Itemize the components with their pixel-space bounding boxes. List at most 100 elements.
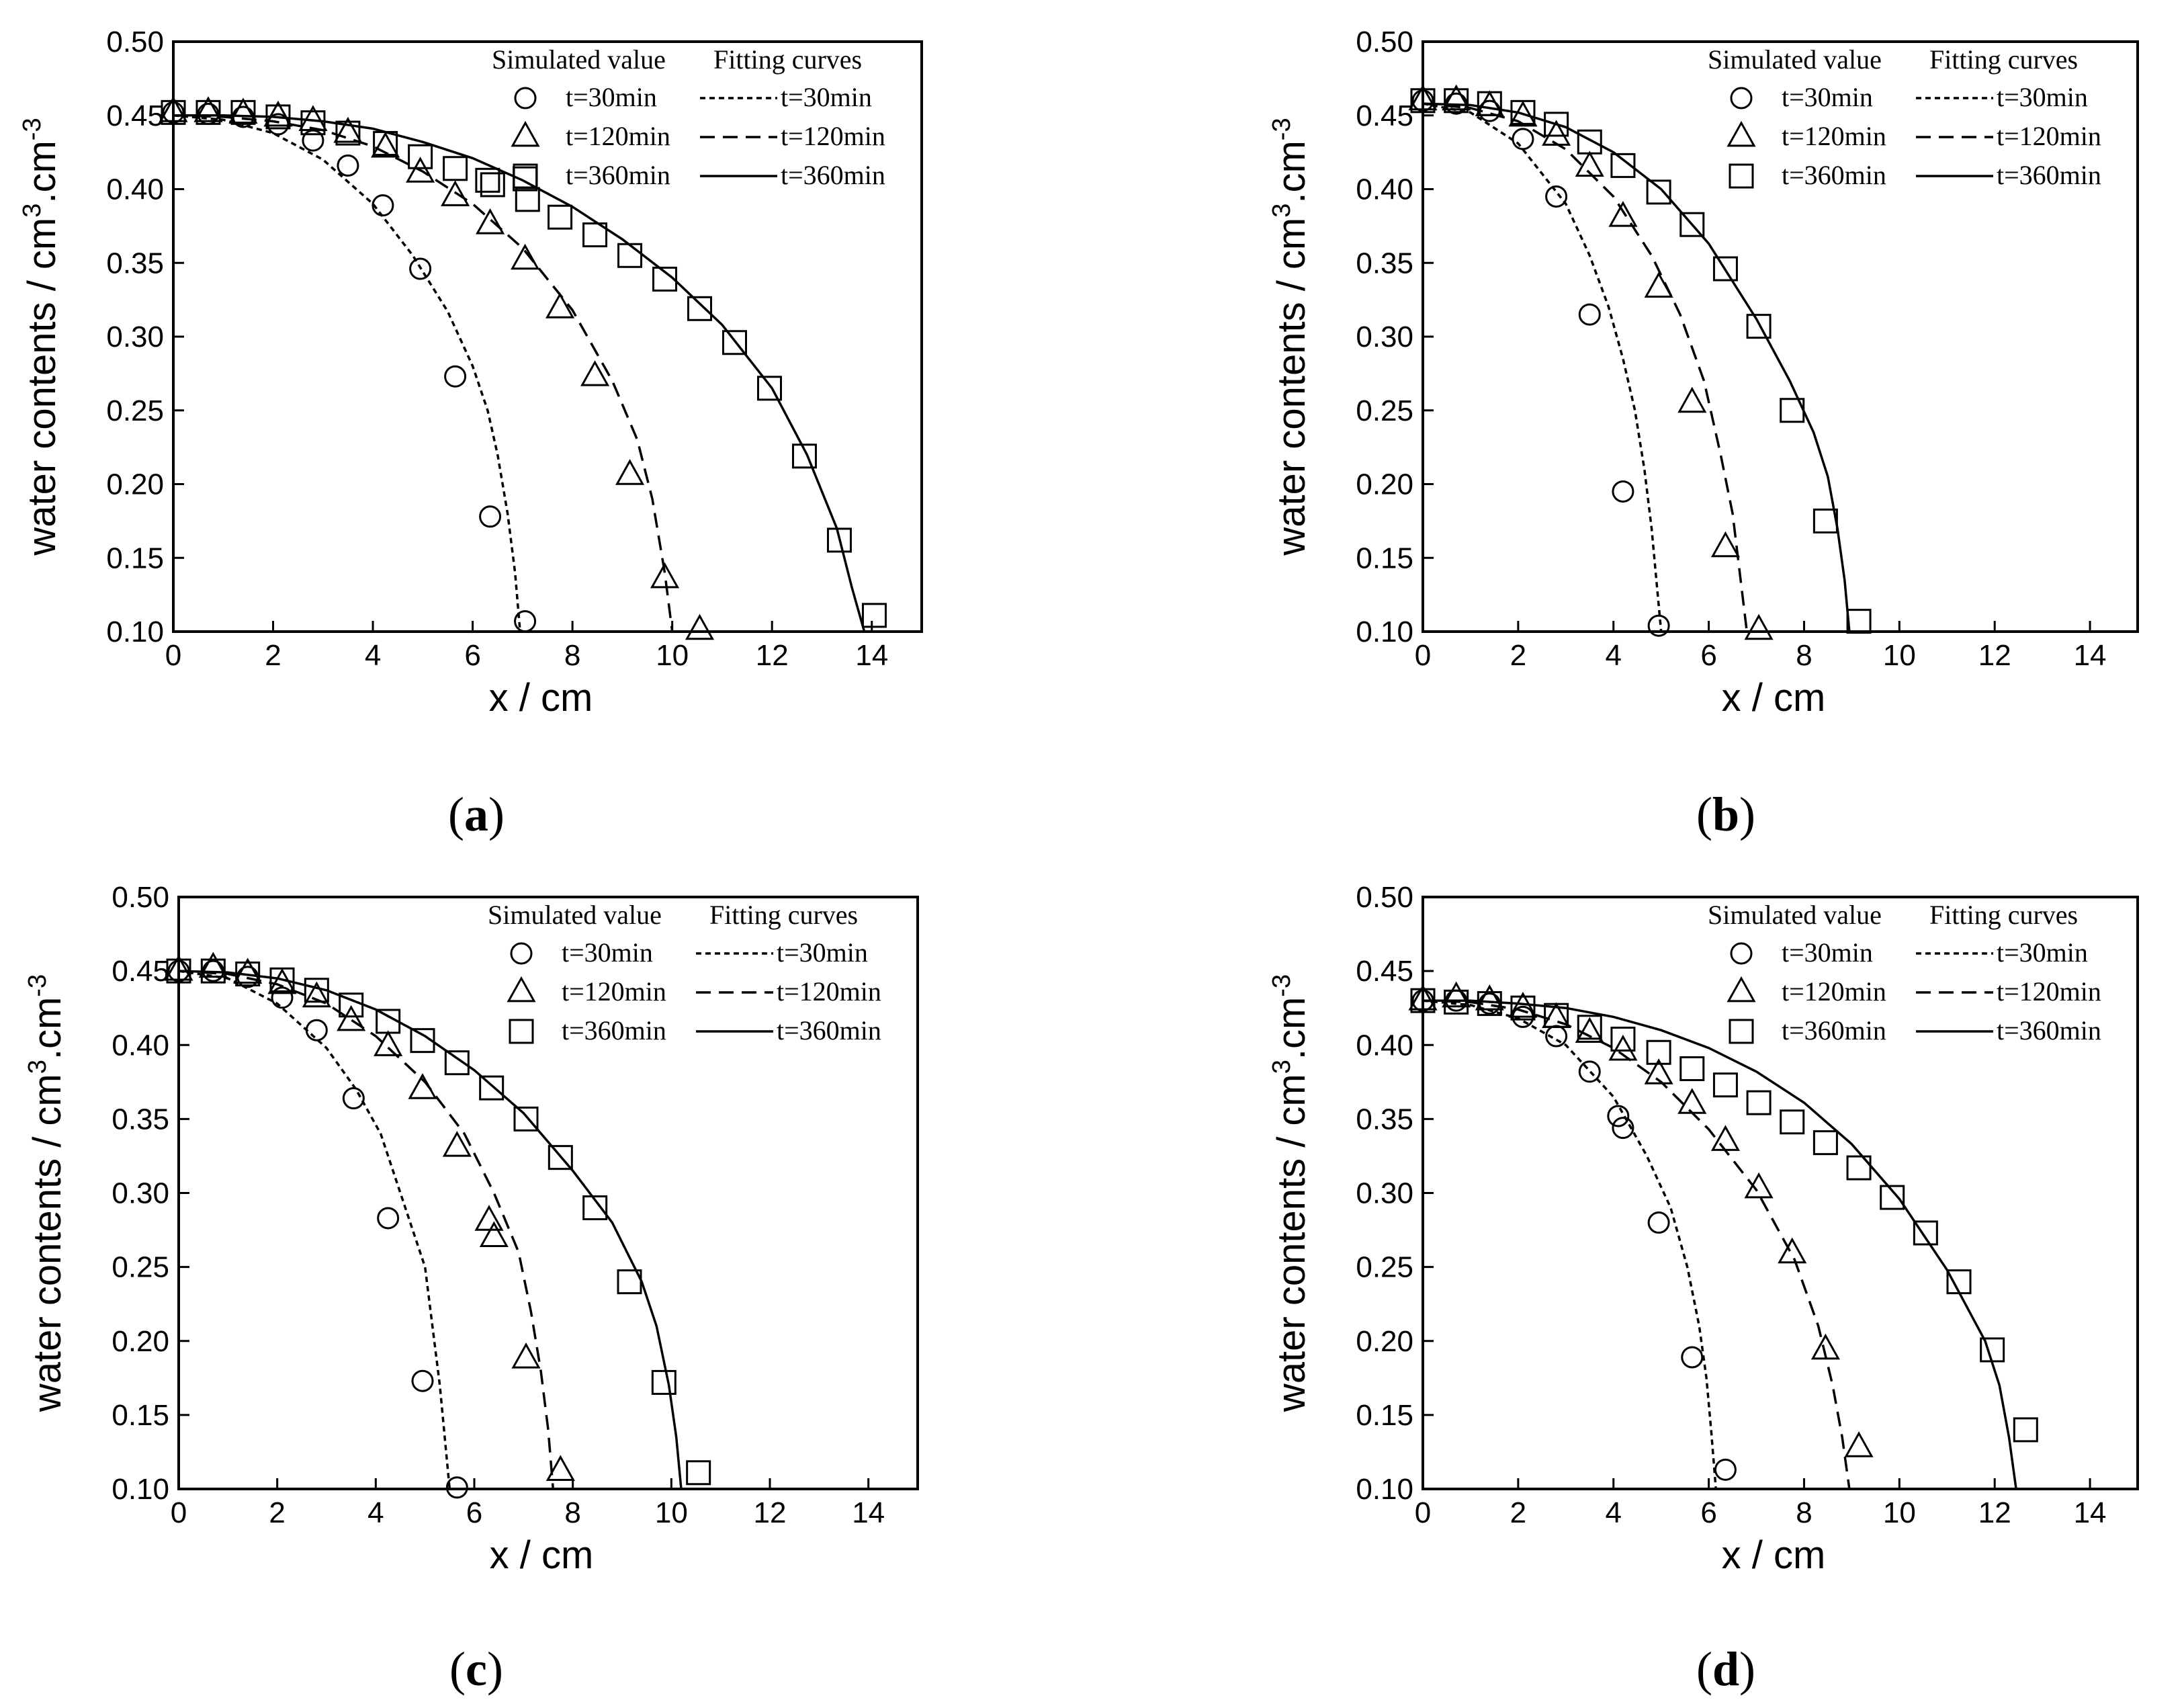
panel-tag: (a) <box>448 787 505 841</box>
panel-tag-close: ) <box>488 787 505 841</box>
x-tick-label: 8 <box>564 1496 580 1529</box>
y-tick-label: 0.45 <box>106 99 164 132</box>
simulated-point-square <box>756 376 782 401</box>
simulated-point-square <box>1746 314 1772 339</box>
y-tick-label: 0.35 <box>112 1103 169 1136</box>
simulated-point-square <box>722 330 747 355</box>
fitting-curve-t=30min <box>173 114 521 632</box>
x-tick-label: 2 <box>1510 1496 1526 1529</box>
y-tick-label: 0.35 <box>1356 1103 1413 1136</box>
x-tick-label: 12 <box>754 1496 787 1529</box>
fitting-curve-t=360min <box>1423 102 1851 632</box>
y-axis-label-base: water contents / cm <box>1270 1074 1313 1412</box>
panel-tag-close: ) <box>1739 1642 1755 1696</box>
simulated-point-triangle <box>545 1455 575 1481</box>
chart-panel-c: 0 2 4 6 8 10 12 14 0.10 0.15 0.20 0.25 0.30 0.35 0.40 0… <box>24 881 919 1577</box>
simulated-point-square <box>1980 1337 2005 1363</box>
legend-sim-title: Simulated value <box>1708 44 1882 75</box>
panel-tag: (d) <box>1696 1642 1755 1696</box>
y-axis-label-sup: -3 <box>1268 974 1296 997</box>
legend-marker-circle <box>510 942 533 965</box>
simulated-point-square <box>652 266 678 292</box>
simulated-point-square <box>1846 609 1872 634</box>
y-tick-label: 0.25 <box>112 1251 169 1284</box>
simulated-point-circle <box>409 257 432 280</box>
y-tick-label: 0.10 <box>1356 1473 1413 1506</box>
simulated-point-square <box>1679 1056 1705 1081</box>
simulated-point-circle <box>1411 89 1434 112</box>
simulated-point-square <box>235 962 261 987</box>
y-axis-label: water contents / cm3.cm-3 <box>24 974 69 1412</box>
simulated-point-square <box>230 99 256 125</box>
y-axis-label-mid: .cm <box>1270 140 1313 203</box>
legend-sim-entry: t=120min <box>562 976 666 1007</box>
y-tick-label: 0.25 <box>1356 394 1413 427</box>
simulated-point-triangle <box>1810 1333 1840 1360</box>
simulated-point-triangle <box>1475 984 1504 1011</box>
simulated-point-square <box>651 1369 676 1395</box>
simulated-point-square <box>1812 1130 1838 1156</box>
y-axis-label-mid: .cm <box>20 140 64 203</box>
simulated-point-triangle <box>442 1131 472 1157</box>
simulated-point-square <box>444 1050 470 1076</box>
simulated-point-triangle <box>615 459 645 485</box>
simulated-point-square <box>373 130 398 156</box>
y-axis-label-sup: 3 <box>1268 1060 1296 1074</box>
legend-fit-entry: t=360min <box>777 1015 881 1046</box>
legend-marker-circle <box>1730 942 1753 965</box>
legend-sim-entry: t=30min <box>1782 937 1873 968</box>
y-axis-label-mid: .cm <box>1270 997 1313 1060</box>
legend-fit-entry: t=120min <box>1997 976 2101 1007</box>
chart-panel-d: 0 2 4 6 8 10 12 14 0.10 0.15 0.20 0.25 0.30 0.35 0.40 0… <box>1268 881 2139 1577</box>
legend: Simulated value Fitting curves t=30min t=12… <box>1708 44 2101 190</box>
simulated-point-circle <box>411 1369 434 1392</box>
panel-tag-close: ) <box>1739 787 1755 841</box>
y-axis-label-sup: 3 <box>18 204 46 218</box>
y-tick-label: 0.30 <box>1356 1177 1413 1210</box>
simulated-point-square <box>269 967 295 992</box>
simulated-point-triangle <box>333 116 363 143</box>
x-axis-label: x / cm <box>1722 676 1826 720</box>
simulated-point-triangle <box>1710 1125 1740 1151</box>
y-tick-label: 0.40 <box>106 173 164 206</box>
fitting-curve-t=30min <box>1423 102 1663 632</box>
simulated-point-triangle <box>1508 100 1538 127</box>
simulated-point-square <box>1712 1072 1738 1098</box>
simulated-point-square <box>166 958 191 984</box>
simulated-point-circle <box>342 1087 365 1110</box>
simulated-point-triangle <box>511 1342 541 1369</box>
simulated-point-circle <box>1512 128 1534 151</box>
chart-panel-b: 0 2 4 6 8 10 12 14 0.10 0.15 0.20 0.25 0.30 0.35 0.40 0… <box>1268 26 2139 720</box>
simulated-point-triangle <box>511 243 540 270</box>
simulated-point-square <box>339 992 364 1018</box>
simulated-point-square <box>161 99 186 125</box>
simulated-point-circle <box>1612 480 1634 503</box>
simulated-point-square <box>1780 398 1805 423</box>
simulated-point-triangle <box>1744 613 1774 640</box>
y-tick-label: 0.20 <box>1356 1325 1413 1358</box>
simulated-point-triangle <box>164 954 193 981</box>
x-tick-label: 8 <box>564 639 580 672</box>
legend-marker-circle <box>1730 87 1753 110</box>
y-tick-label: 0.50 <box>1356 26 1413 58</box>
simulated-point-triangle <box>650 562 680 589</box>
legend-marker-triangle <box>1727 120 1756 147</box>
simulated-point-square <box>1610 1026 1636 1052</box>
simulated-point-square <box>1646 1039 1671 1065</box>
y-tick-label: 0.15 <box>112 1399 169 1432</box>
simulated-point-square <box>265 104 291 130</box>
legend-sim-entry: t=30min <box>1782 82 1873 112</box>
legend: Simulated value Fitting curves t=30min t=12… <box>492 44 885 190</box>
x-tick-label: 12 <box>1978 639 2011 672</box>
y-axis-label-sup: -3 <box>18 118 46 140</box>
x-tick-label: 10 <box>655 1496 688 1529</box>
simulated-point-square <box>548 204 573 230</box>
simulated-point-square <box>479 1075 505 1101</box>
simulated-point-square <box>1477 91 1502 116</box>
legend-sim-title: Simulated value <box>1708 900 1882 930</box>
x-tick-label: 6 <box>464 639 480 672</box>
legend-marker-triangle <box>1727 976 1756 1003</box>
legend-fit-title: Fitting curves <box>713 44 862 75</box>
panel-tag-open: ( <box>1696 787 1712 841</box>
y-axis-label-base: water contents / cm <box>20 218 64 556</box>
